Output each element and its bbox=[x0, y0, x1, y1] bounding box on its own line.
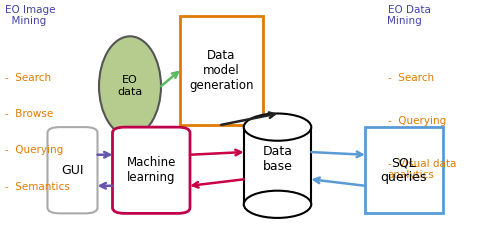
Ellipse shape bbox=[244, 191, 311, 218]
Text: -  Browse: - Browse bbox=[5, 109, 53, 119]
FancyArrowPatch shape bbox=[193, 179, 244, 188]
Text: Data
model
generation: Data model generation bbox=[189, 49, 254, 92]
FancyBboxPatch shape bbox=[180, 16, 262, 125]
Text: -  Search: - Search bbox=[388, 73, 434, 83]
Text: EO Data
Mining: EO Data Mining bbox=[388, 5, 430, 26]
FancyArrowPatch shape bbox=[98, 152, 110, 158]
FancyArrowPatch shape bbox=[161, 72, 178, 86]
Text: -  Search: - Search bbox=[5, 73, 51, 83]
FancyBboxPatch shape bbox=[365, 127, 442, 213]
Text: SQL
queries: SQL queries bbox=[380, 156, 427, 184]
Text: GUI: GUI bbox=[62, 164, 84, 177]
Text: Machine
learning: Machine learning bbox=[126, 156, 176, 184]
Ellipse shape bbox=[99, 36, 161, 136]
Text: EO Image
  Mining: EO Image Mining bbox=[5, 5, 56, 26]
Ellipse shape bbox=[244, 114, 311, 141]
Bar bbox=[244, 127, 311, 204]
FancyArrowPatch shape bbox=[311, 152, 362, 157]
Text: EO
data: EO data bbox=[118, 75, 142, 97]
FancyArrowPatch shape bbox=[314, 178, 365, 186]
FancyBboxPatch shape bbox=[112, 127, 190, 213]
FancyArrowPatch shape bbox=[100, 183, 112, 189]
Text: -  Querying: - Querying bbox=[388, 116, 446, 126]
FancyArrowPatch shape bbox=[190, 150, 241, 155]
Text: Data
base: Data base bbox=[262, 145, 292, 173]
FancyArrowPatch shape bbox=[221, 112, 275, 125]
Text: -  Querying: - Querying bbox=[5, 145, 63, 155]
Text: -  Semantics: - Semantics bbox=[5, 182, 70, 192]
Text: -  Visual data
analytics: - Visual data analytics bbox=[388, 159, 456, 180]
FancyBboxPatch shape bbox=[48, 127, 98, 213]
